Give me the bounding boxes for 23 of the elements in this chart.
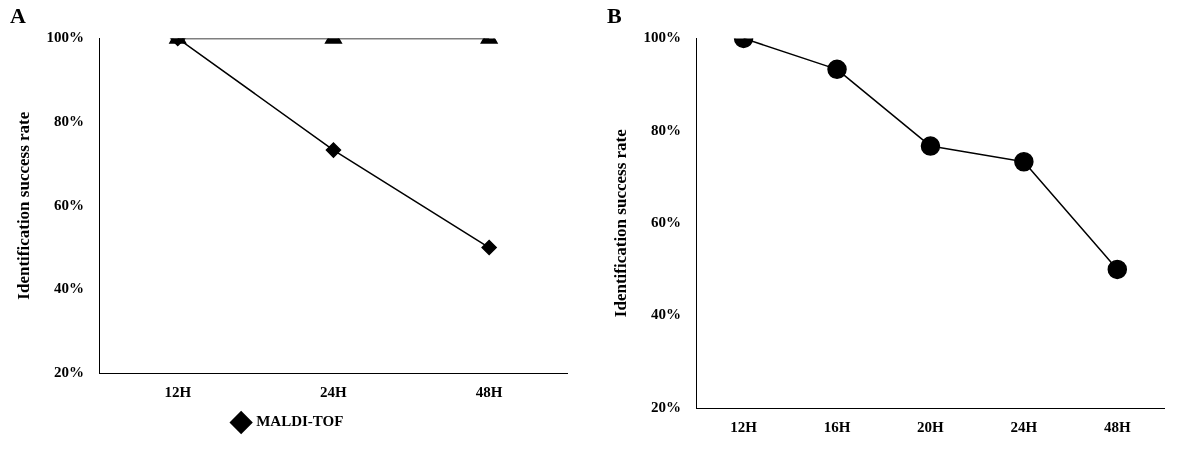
x-tick-label: 12H: [164, 383, 192, 400]
y-axis-title: Identification success rate: [13, 111, 33, 300]
y-tick-label: 60%: [53, 196, 84, 213]
y-tick-label: 80%: [53, 112, 84, 129]
y-tick-label: 100%: [643, 29, 681, 46]
y-tick-label: 40%: [53, 280, 84, 297]
y-tick-label: 60%: [650, 214, 681, 231]
y-tick-label: 80%: [650, 121, 681, 138]
y-tick-label: 100%: [46, 29, 84, 46]
chart-title: A: [10, 2, 26, 28]
chart-title: B: [607, 2, 622, 28]
y-axis-title: Identification success rate: [610, 128, 630, 318]
y-tick-label: 20%: [650, 398, 681, 415]
x-tick-label: 24H: [1010, 418, 1038, 435]
x-tick-label: 16H: [823, 418, 851, 435]
x-tick-label: 12H: [730, 418, 758, 435]
x-tick-label: 48H: [1103, 418, 1131, 435]
x-tick-label: 20H: [917, 418, 945, 435]
x-tick-label: 48H: [475, 383, 503, 400]
y-tick-label: 40%: [650, 306, 681, 323]
legend-label: MALDI-TOF: [256, 413, 344, 430]
x-tick-label: 24H: [320, 383, 348, 400]
y-tick-label: 20%: [53, 363, 84, 380]
